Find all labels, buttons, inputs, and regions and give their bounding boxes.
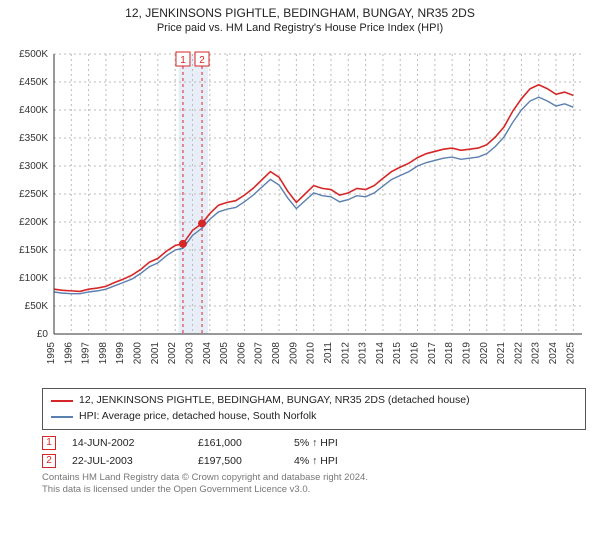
- title-main: 12, JENKINSONS PIGHTLE, BEDINGHAM, BUNGA…: [10, 6, 590, 20]
- x-tick-label: 2018: [444, 342, 455, 365]
- x-tick-label: 2002: [167, 342, 178, 365]
- y-tick-label: £450K: [19, 77, 48, 88]
- x-tick-label: 2008: [271, 342, 282, 365]
- x-tick-label: 2022: [513, 342, 524, 365]
- sale-delta: 4% ↑ HPI: [294, 455, 384, 467]
- x-tick-label: 2023: [531, 342, 542, 365]
- x-tick-label: 2000: [133, 342, 144, 365]
- x-tick-label: 2013: [358, 342, 369, 365]
- legend-label: 12, JENKINSONS PIGHTLE, BEDINGHAM, BUNGA…: [79, 393, 470, 409]
- y-tick-label: £250K: [19, 189, 48, 200]
- sales-block: 1 14-JUN-2002 £161,000 5% ↑ HPI 2 22-JUL-2003…: [42, 436, 586, 468]
- y-tick-label: £400K: [19, 105, 48, 116]
- legend-row: HPI: Average price, detached house, Sout…: [51, 409, 577, 425]
- legend-label: HPI: Average price, detached house, Sout…: [79, 409, 316, 425]
- sale-row: 2 22-JUL-2003 £197,500 4% ↑ HPI: [42, 454, 586, 468]
- x-tick-label: 2004: [202, 342, 213, 365]
- sale-delta: 5% ↑ HPI: [294, 437, 384, 449]
- sale-marker-label: 2: [199, 55, 205, 66]
- legend-swatch: [51, 416, 73, 418]
- y-tick-label: £150K: [19, 245, 48, 256]
- line-chart: £0 £50K £100K £150K £200K £250K £300K £350K £400…: [10, 42, 588, 382]
- sale-marker-icon: 1: [42, 436, 56, 450]
- x-tick-label: 1995: [46, 342, 57, 365]
- sale-row: 1 14-JUN-2002 £161,000 5% ↑ HPI: [42, 436, 586, 450]
- footnote-line1: Contains HM Land Registry data © Crown c…: [42, 472, 586, 484]
- y-tick-label: £0: [37, 329, 49, 340]
- x-tick-label: 2017: [427, 342, 438, 365]
- x-tick-label: 2011: [323, 342, 334, 364]
- y-tick-label: £500K: [19, 49, 48, 60]
- x-tick-label: 2005: [219, 342, 230, 365]
- x-tick-label: 2016: [410, 342, 421, 365]
- x-tick-label: 2009: [288, 342, 299, 365]
- sale-date: 22-JUL-2003: [72, 455, 182, 467]
- x-tick-label: 2024: [548, 342, 559, 365]
- x-tick-label: 1996: [63, 342, 74, 365]
- footnote-line2: This data is licensed under the Open Gov…: [42, 484, 586, 496]
- x-tick-label: 1998: [98, 342, 109, 365]
- y-tick-label: £100K: [19, 273, 48, 284]
- x-tick-label: 2025: [565, 342, 576, 365]
- sale-price: £197,500: [198, 455, 278, 467]
- x-tick-label: 2019: [461, 342, 472, 365]
- x-tick-label: 2020: [479, 342, 490, 365]
- x-tick-label: 1997: [81, 342, 92, 365]
- legend-swatch: [51, 400, 73, 402]
- x-tick-label: 2021: [496, 342, 507, 365]
- sale-marker-icon: 2: [42, 454, 56, 468]
- sale-marker-label: 1: [180, 55, 186, 66]
- sale-point: [179, 240, 187, 248]
- legend-row: 12, JENKINSONS PIGHTLE, BEDINGHAM, BUNGA…: [51, 393, 577, 409]
- y-tick-label: £200K: [19, 217, 48, 228]
- x-tick-label: 1999: [115, 342, 126, 365]
- sale-price: £161,000: [198, 437, 278, 449]
- y-tick-label: £300K: [19, 161, 48, 172]
- sale-date: 14-JUN-2002: [72, 437, 182, 449]
- y-tick-label: £50K: [25, 301, 49, 312]
- x-tick-label: 2010: [306, 342, 317, 365]
- x-tick-label: 2012: [340, 342, 351, 365]
- x-tick-label: 2006: [236, 342, 247, 365]
- sale-point: [198, 219, 206, 227]
- x-tick-label: 2014: [375, 342, 386, 365]
- legend-box: 12, JENKINSONS PIGHTLE, BEDINGHAM, BUNGA…: [42, 388, 586, 430]
- title-block: 12, JENKINSONS PIGHTLE, BEDINGHAM, BUNGA…: [0, 0, 600, 36]
- y-tick-label: £350K: [19, 133, 48, 144]
- x-tick-label: 2003: [184, 342, 195, 365]
- x-tick-label: 2015: [392, 342, 403, 365]
- x-tick-label: 2001: [150, 342, 161, 365]
- footnote: Contains HM Land Registry data © Crown c…: [42, 472, 586, 497]
- chart-area: £0 £50K £100K £150K £200K £250K £300K £350K £400…: [10, 42, 590, 382]
- title-sub: Price paid vs. HM Land Registry's House …: [10, 22, 590, 34]
- x-tick-label: 2007: [254, 342, 265, 365]
